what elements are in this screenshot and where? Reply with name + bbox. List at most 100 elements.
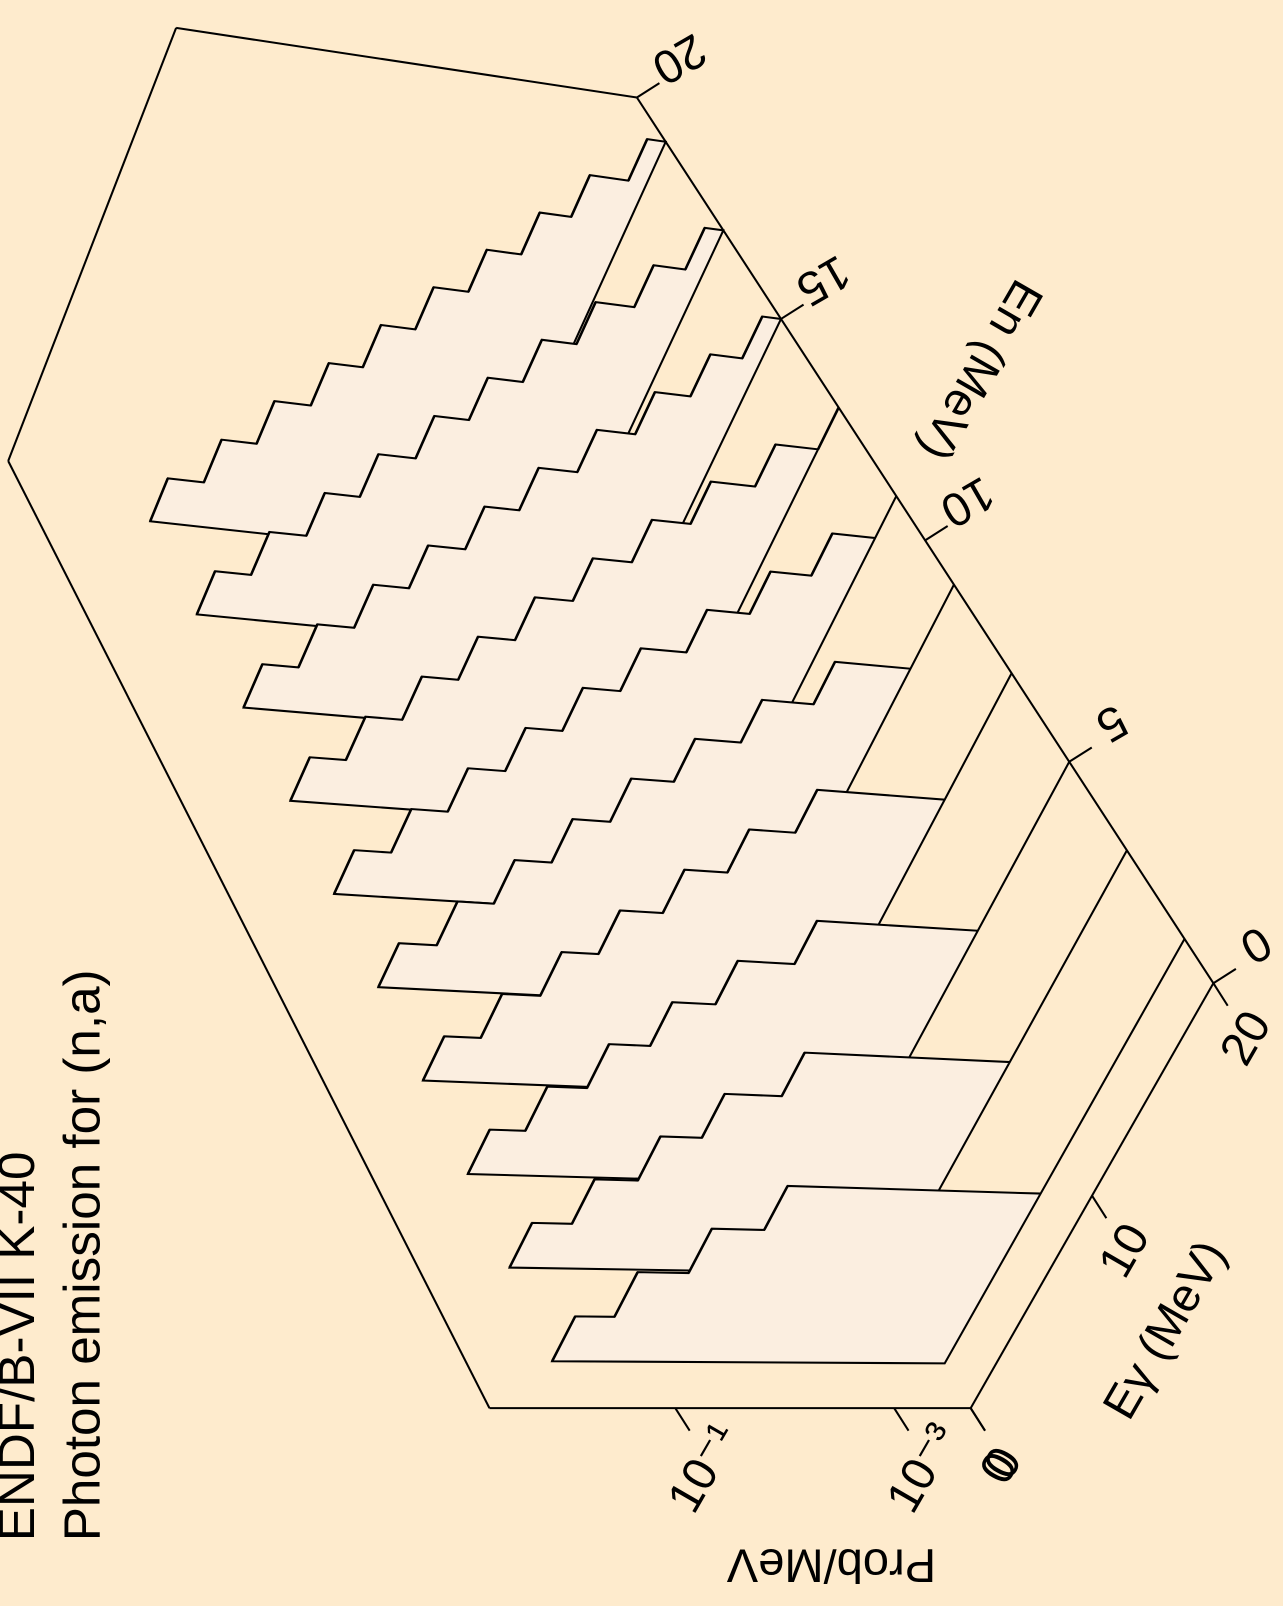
spectrum-step: [636, 1135, 662, 1182]
spectrum-step: [570, 1178, 596, 1225]
spectrum-step: [684, 227, 706, 271]
z-tick: [893, 1407, 910, 1432]
spectrum-step: [421, 1035, 446, 1082]
spectrum-step: [672, 738, 697, 783]
spectrum-step: [242, 663, 264, 709]
spectrum-step: [389, 808, 413, 854]
spectrum-fill: [507, 849, 1128, 1275]
spectrum-step: [739, 699, 764, 744]
z-tick-label: 10⁻³: [875, 1414, 967, 1521]
spectrum-step: [633, 264, 655, 308]
spectrum-step: [466, 1129, 491, 1175]
spectrum-step: [467, 249, 488, 293]
spectrum-step: [608, 778, 633, 823]
spectrum-step: [521, 339, 544, 383]
spectrum-step: [753, 443, 777, 488]
spectrum-step: [619, 647, 643, 692]
spectrum-step: [539, 951, 563, 997]
spectrum-step: [714, 960, 739, 1005]
spectrum-step: [508, 1222, 534, 1269]
spectrum-step: [685, 609, 709, 653]
spectrum-step: [249, 531, 271, 576]
spectrum-step: [457, 636, 480, 681]
z-tick: [969, 1407, 986, 1432]
spectrum-step: [661, 869, 686, 914]
y-axis-title: En (MeV): [909, 272, 1054, 471]
spectrum-step: [492, 859, 516, 905]
y-tick-label: 5: [1088, 695, 1137, 754]
chart-title: ENDF/B-VII K-40: [0, 1152, 45, 1542]
spectrum-step: [812, 661, 837, 705]
spectrum-step: [479, 993, 504, 1039]
spectrum-step: [780, 1052, 806, 1097]
spectrum-step: [332, 849, 356, 895]
spectrum-step: [630, 519, 654, 563]
spectrum-step: [794, 789, 819, 834]
spectrum-step: [414, 286, 435, 330]
spectrum-step: [504, 727, 527, 772]
spectrum-step: [524, 1086, 549, 1132]
spectrum-step: [689, 353, 712, 397]
y-tick: [636, 82, 660, 99]
spectrum-step: [344, 716, 367, 761]
spectrum-step: [550, 818, 574, 864]
y-tick-label: 0: [1232, 916, 1281, 975]
spectrum-step: [407, 544, 430, 589]
spectrum-step: [297, 623, 319, 668]
spectrum-step: [289, 756, 311, 802]
spectrum-step: [255, 400, 276, 445]
x-tick-label: 20: [1209, 1002, 1281, 1074]
spectrum-step: [569, 174, 591, 218]
spectrum-step: [648, 1001, 674, 1047]
spectrum-step: [401, 676, 424, 721]
y-tick: [780, 303, 805, 320]
spectrum-step: [741, 315, 764, 359]
z-tick-label: 10⁻¹: [656, 1414, 748, 1521]
x-tick-label: 10: [1087, 1214, 1159, 1286]
chart-subtitle: Photon emission for (n,a): [54, 969, 111, 1541]
spectrum-step: [149, 477, 169, 522]
x-tick: [1212, 982, 1229, 1007]
spectrum-step: [550, 1315, 577, 1362]
spectrum-step: [597, 909, 622, 955]
spectrum-step: [748, 570, 772, 615]
spectrum-step: [627, 138, 649, 182]
spectrum-step: [793, 920, 819, 965]
spectrum-step: [689, 481, 713, 525]
y-tick: [1212, 968, 1237, 985]
z-tick: [674, 1407, 691, 1432]
spectrum-step: [816, 406, 840, 450]
spectrum-step: [575, 301, 597, 345]
x-tick: [1091, 1195, 1108, 1219]
spectrum-step: [464, 506, 486, 550]
spectrum-step: [414, 415, 436, 459]
spectrum-step: [361, 324, 383, 368]
spectrum-step: [446, 767, 470, 813]
z-axis-title: Prob/MeV: [726, 1539, 936, 1592]
spectrum-step: [763, 1185, 789, 1231]
spectrum-step: [309, 362, 330, 407]
y-tick: [1068, 746, 1093, 763]
spectrum-step: [571, 557, 595, 602]
spectrum-step: [435, 900, 459, 946]
spectrum-step: [358, 453, 380, 498]
spectrum-step: [576, 429, 599, 473]
spectrum-step: [585, 1043, 611, 1089]
spectrum-step: [195, 570, 217, 615]
spectrum-step: [687, 1228, 713, 1274]
spectrum-step: [513, 596, 537, 641]
spectrum-step: [561, 687, 584, 732]
box-edge: [7, 27, 178, 462]
box-edge: [175, 26, 638, 99]
spectrum-step: [613, 1271, 639, 1318]
spectrum-step: [352, 584, 375, 629]
y-tick: [924, 525, 949, 542]
spectrum-step: [518, 467, 540, 511]
spectrum-step: [700, 1093, 726, 1139]
box-edge: [7, 460, 491, 1409]
spectrum-step: [519, 212, 541, 255]
spectrum-step: [305, 492, 326, 537]
spectrum-step: [377, 942, 401, 988]
